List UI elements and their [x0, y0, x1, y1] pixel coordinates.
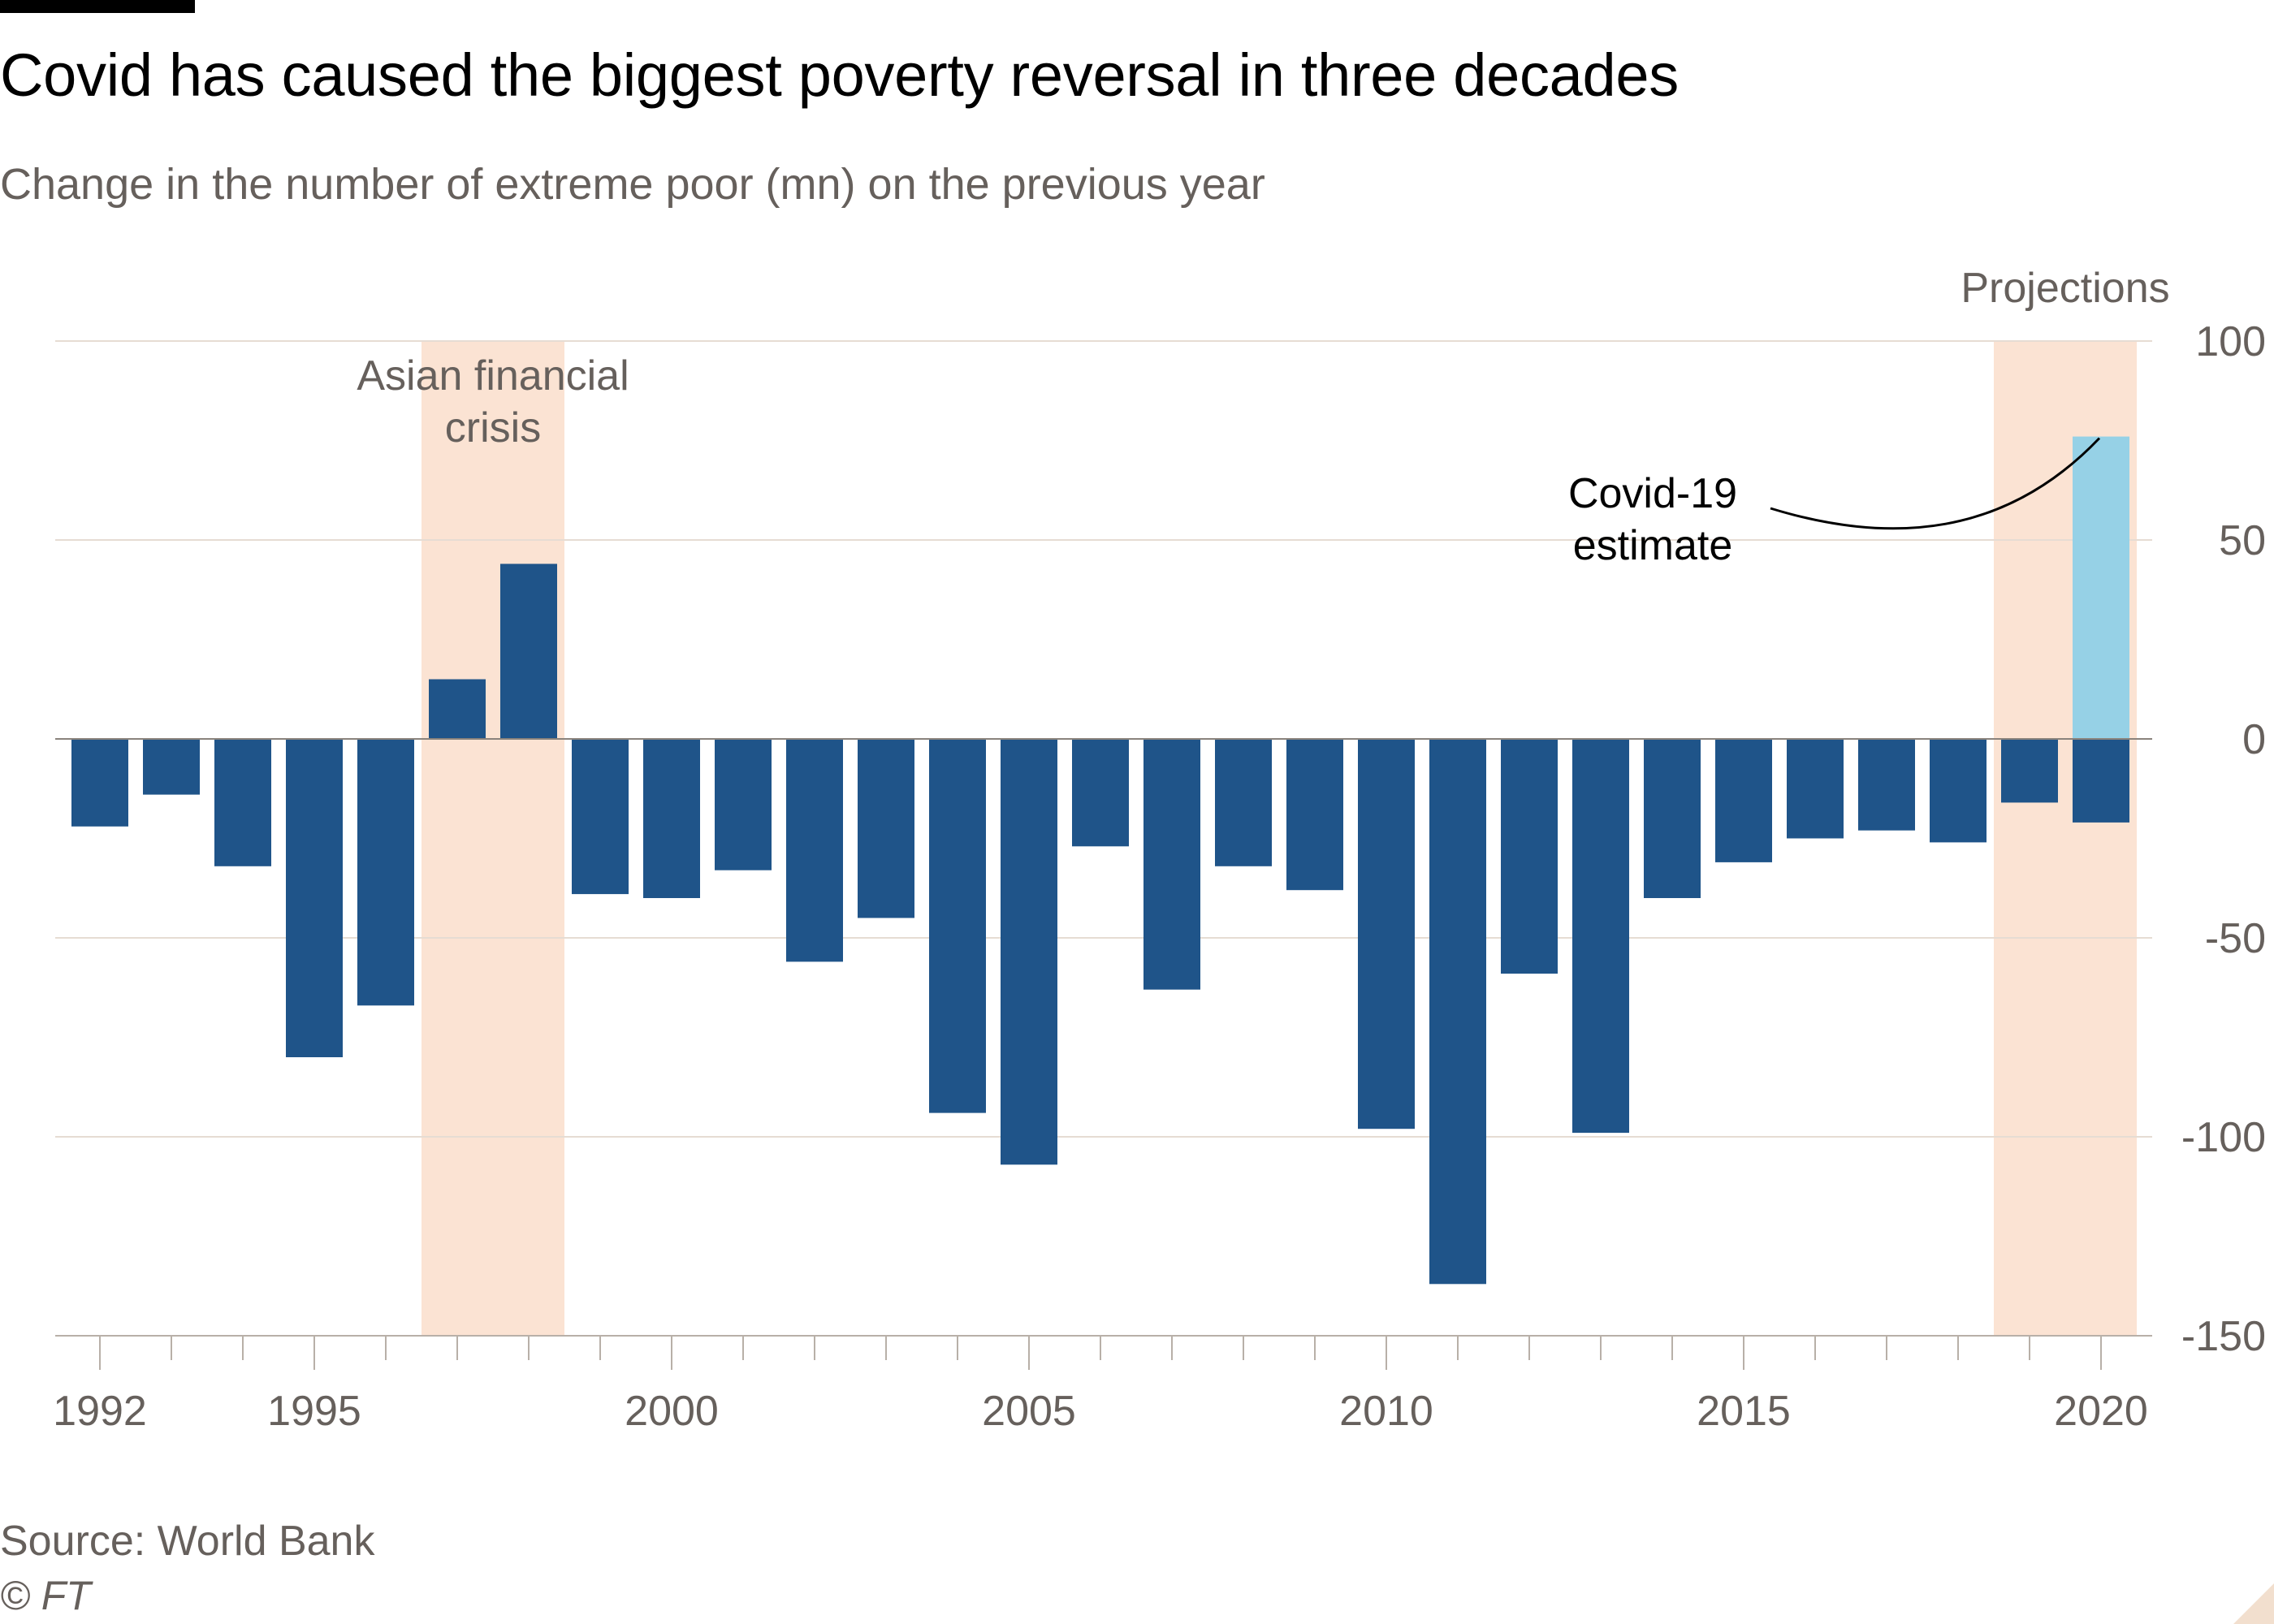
- bar-1998: [500, 564, 557, 739]
- x-tick-label-2005: 2005: [982, 1388, 1076, 1435]
- bar-2011: [1429, 739, 1486, 1285]
- highlight-band-1: [422, 341, 564, 1336]
- x-tick-label-1995: 1995: [267, 1388, 361, 1435]
- bar-2016: [1787, 739, 1844, 839]
- x-tick-label-1992: 1992: [53, 1388, 147, 1435]
- bar-2014: [1644, 739, 1701, 898]
- y-tick-label: 100: [2195, 318, 2266, 365]
- bar-1994: [214, 739, 271, 866]
- bar-2000: [643, 739, 700, 898]
- bar-2003: [858, 739, 914, 918]
- bar-2013: [1572, 739, 1629, 1134]
- bar-2012: [1501, 739, 1558, 974]
- chart-title: Covid has caused the biggest poverty rev…: [0, 41, 1679, 109]
- bar-1995: [286, 739, 343, 1057]
- bar-2020: [2073, 739, 2129, 823]
- bar-2006: [1072, 739, 1129, 847]
- bar-1996: [357, 739, 414, 1006]
- bar-2004: [929, 739, 986, 1113]
- source-note: Source: World Bank: [0, 1518, 375, 1565]
- y-tick-label: -50: [2205, 915, 2266, 962]
- bar-2017: [1858, 739, 1915, 831]
- bar-2008: [1215, 739, 1272, 866]
- highlight-label-1-line-1: Asian financial: [357, 352, 629, 400]
- y-tick-label: -150: [2181, 1313, 2266, 1360]
- callout-leader-line: [1770, 437, 2101, 530]
- callout-label-line-2: estimate: [1573, 522, 1733, 569]
- corner-fold-icon: [2233, 1583, 2274, 1624]
- bar-2009: [1286, 739, 1343, 891]
- highlight-label-1-line-2: crisis: [445, 404, 541, 451]
- x-tick-label-2015: 2015: [1697, 1388, 1791, 1435]
- bar-2002: [786, 739, 843, 962]
- chart-subtitle: Change in the number of extreme poor (mn…: [0, 160, 1265, 209]
- copyright-note: © FT: [0, 1573, 91, 1618]
- y-tick-label: 50: [2219, 517, 2266, 564]
- bar-2010: [1358, 739, 1415, 1129]
- y-tick-label: 0: [2242, 716, 2266, 763]
- estimate-bar-2020: [2073, 436, 2129, 739]
- highlight-label-2-line-1: Projections: [1961, 265, 2169, 312]
- x-tick-label-2020: 2020: [2054, 1388, 2148, 1435]
- bar-1992: [71, 739, 128, 827]
- bar-2018: [1930, 739, 1987, 843]
- bar-chart: 1992 1995 2000 2005 2010 2015 2020 100 50 0 -50 -10…: [53, 265, 2266, 1435]
- bar-2019: [2001, 739, 2058, 803]
- bar-1997: [429, 679, 486, 739]
- y-tick-label: -100: [2181, 1114, 2266, 1161]
- callout-label-line-1: Covid-19: [1568, 470, 1737, 517]
- x-tick-label-2000: 2000: [625, 1388, 719, 1435]
- bar-2005: [1001, 739, 1057, 1165]
- bar-2001: [715, 739, 772, 870]
- x-tick-label-2010: 2010: [1339, 1388, 1433, 1435]
- bar-1999: [572, 739, 629, 895]
- brand-bar: [0, 0, 195, 13]
- bar-2007: [1143, 739, 1200, 990]
- bar-1993: [143, 739, 200, 795]
- bar-2015: [1715, 739, 1772, 862]
